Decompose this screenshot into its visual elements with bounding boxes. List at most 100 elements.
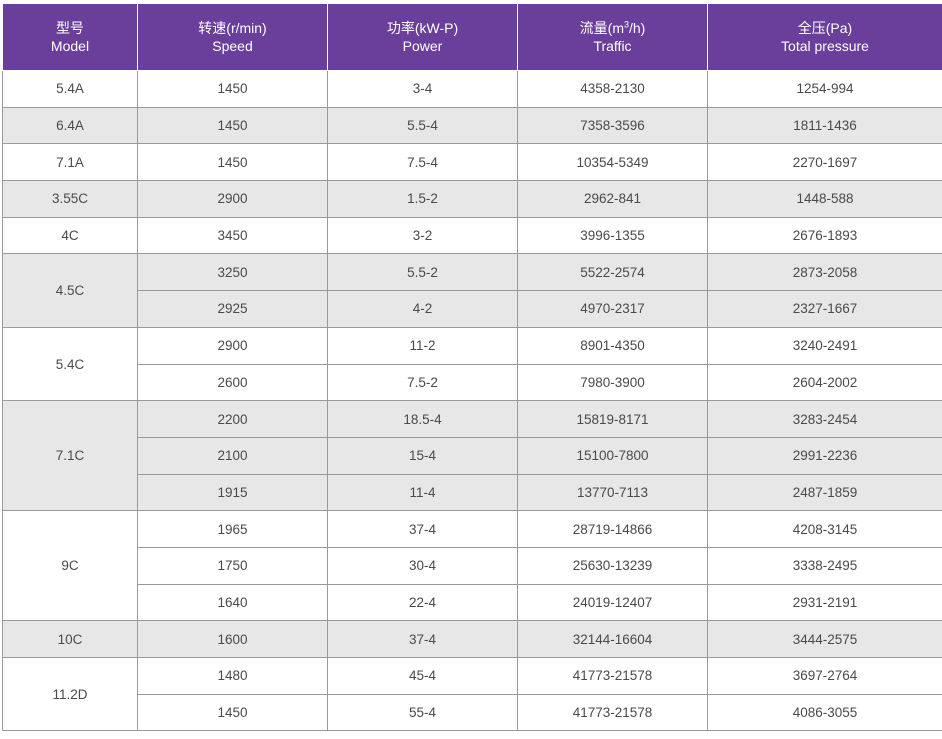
pressure-cell: 3240-2491 <box>708 327 942 364</box>
traffic-cell: 8901-4350 <box>518 327 708 364</box>
traffic-cell: 32144-16604 <box>518 621 708 658</box>
pressure-cell: 4086-3055 <box>708 694 942 731</box>
header-total-pressure-zh: 全压(Pa) <box>708 19 942 37</box>
speed-cell: 1450 <box>138 107 328 144</box>
pressure-cell: 2931-2191 <box>708 584 942 621</box>
pressure-cell: 2873-2058 <box>708 254 942 291</box>
model-cell: 5.4C <box>3 327 138 400</box>
power-cell: 37-4 <box>328 511 518 548</box>
speed-cell: 2100 <box>138 437 328 474</box>
speed-cell: 1750 <box>138 547 328 584</box>
pressure-cell: 1448-588 <box>708 181 942 218</box>
pressure-cell: 3283-2454 <box>708 401 942 438</box>
traffic-cell: 25630-13239 <box>518 547 708 584</box>
traffic-cell: 28719-14866 <box>518 511 708 548</box>
pressure-cell: 1254-994 <box>708 71 942 108</box>
pressure-cell: 2604-2002 <box>708 364 942 401</box>
speed-cell: 1915 <box>138 474 328 511</box>
pressure-cell: 3697-2764 <box>708 658 942 695</box>
speed-cell: 3250 <box>138 254 328 291</box>
speed-cell: 3450 <box>138 217 328 254</box>
power-cell: 3-4 <box>328 71 518 108</box>
speed-cell: 1600 <box>138 621 328 658</box>
pressure-cell: 3444-2575 <box>708 621 942 658</box>
power-cell: 22-4 <box>328 584 518 621</box>
speed-cell: 1450 <box>138 71 328 108</box>
power-cell: 5.5-2 <box>328 254 518 291</box>
model-cell: 3.55C <box>3 181 138 218</box>
header-power: 功率(kW-P) Power <box>328 4 518 71</box>
header-traffic-zh-pre: 流量(m <box>580 20 624 36</box>
model-cell: 7.1A <box>3 144 138 181</box>
header-traffic-zh-post: /h) <box>629 20 645 36</box>
traffic-cell: 7980-3900 <box>518 364 708 401</box>
model-cell: 4.5C <box>3 254 138 327</box>
power-cell: 11-4 <box>328 474 518 511</box>
traffic-cell: 4970-2317 <box>518 291 708 328</box>
power-cell: 1.5-2 <box>328 181 518 218</box>
pressure-cell: 2270-1697 <box>708 144 942 181</box>
header-traffic-zh: 流量(m3/h) <box>518 19 707 37</box>
speed-cell: 2900 <box>138 327 328 364</box>
speed-cell: 1450 <box>138 144 328 181</box>
power-cell: 11-2 <box>328 327 518 364</box>
speed-cell: 1480 <box>138 658 328 695</box>
traffic-cell: 13770-7113 <box>518 474 708 511</box>
fan-spec-table: 型号 Model 转速(r/min) Speed 功率(kW-P) Power … <box>2 3 942 731</box>
table-header: 型号 Model 转速(r/min) Speed 功率(kW-P) Power … <box>3 4 942 71</box>
power-cell: 7.5-4 <box>328 144 518 181</box>
traffic-cell: 7358-3596 <box>518 107 708 144</box>
speed-cell: 2200 <box>138 401 328 438</box>
traffic-cell: 41773-21578 <box>518 694 708 731</box>
traffic-cell: 24019-12407 <box>518 584 708 621</box>
header-speed-en: Speed <box>138 37 327 55</box>
header-total-pressure: 全压(Pa) Total pressure <box>708 4 942 71</box>
model-cell: 11.2D <box>3 658 138 731</box>
header-traffic: 流量(m3/h) Traffic <box>518 4 708 71</box>
pressure-cell: 2327-1667 <box>708 291 942 328</box>
header-model-zh: 型号 <box>3 19 137 37</box>
traffic-cell: 4358-2130 <box>518 71 708 108</box>
pressure-cell: 4208-3145 <box>708 511 942 548</box>
header-power-zh: 功率(kW-P) <box>328 19 517 37</box>
model-cell: 4C <box>3 217 138 254</box>
traffic-cell: 41773-21578 <box>518 658 708 695</box>
model-cell: 9C <box>3 511 138 621</box>
pressure-cell: 2487-1859 <box>708 474 942 511</box>
traffic-cell: 3996-1355 <box>518 217 708 254</box>
pressure-cell: 3338-2495 <box>708 547 942 584</box>
traffic-cell: 15819-8171 <box>518 401 708 438</box>
traffic-cell: 10354-5349 <box>518 144 708 181</box>
speed-cell: 1965 <box>138 511 328 548</box>
header-model: 型号 Model <box>3 4 138 71</box>
header-traffic-en: Traffic <box>518 37 707 55</box>
power-cell: 37-4 <box>328 621 518 658</box>
speed-cell: 2900 <box>138 181 328 218</box>
power-cell: 45-4 <box>328 658 518 695</box>
model-cell: 7.1C <box>3 401 138 511</box>
speed-cell: 2925 <box>138 291 328 328</box>
speed-cell: 1640 <box>138 584 328 621</box>
model-cell: 10C <box>3 621 138 658</box>
model-cell: 6.4A <box>3 107 138 144</box>
pressure-cell: 1811-1436 <box>708 107 942 144</box>
speed-cell: 1450 <box>138 694 328 731</box>
power-cell: 5.5-4 <box>328 107 518 144</box>
power-cell: 4-2 <box>328 291 518 328</box>
